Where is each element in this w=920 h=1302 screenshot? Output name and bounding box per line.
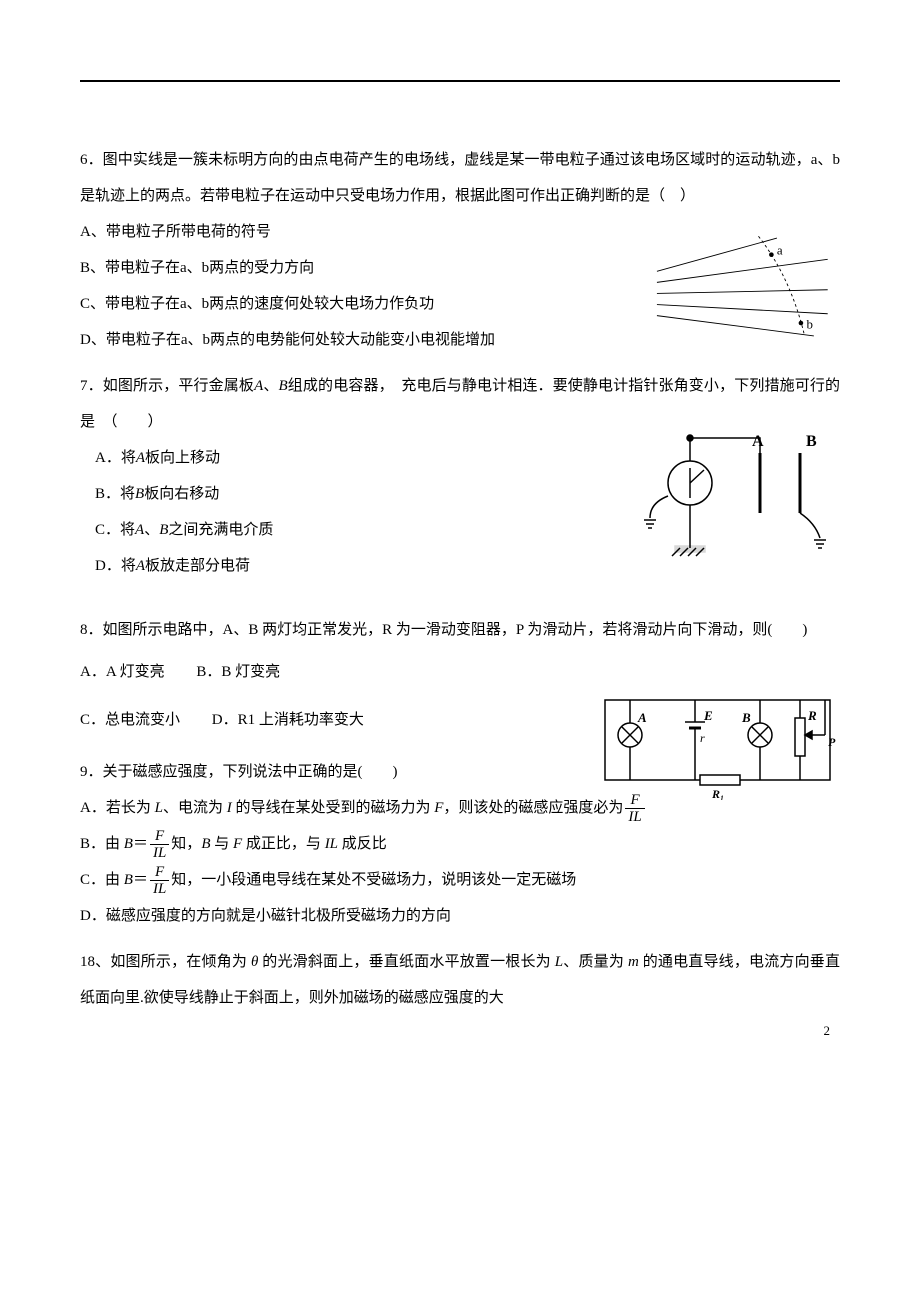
q9c-t1: C．由 bbox=[80, 872, 124, 888]
q9a-t2: 、电流为 bbox=[163, 800, 227, 816]
q9a-t3: 的导线在某处受到的磁场力为 bbox=[232, 800, 435, 816]
q9c-B: B bbox=[124, 872, 133, 888]
page-number: 2 bbox=[824, 1015, 831, 1046]
q9b-t4: 成正比，与 bbox=[242, 836, 325, 852]
q8-stem: 8．如图所示电路中，A、B 两灯均正常发光，R 为一滑动变阻器，P 为滑动片，若… bbox=[80, 612, 840, 648]
question-9: 9．关于磁感应强度，下列说法中正确的是( ) A．若长为 L、电流为 I 的导线… bbox=[80, 754, 840, 934]
q9b-t2: 知， bbox=[171, 836, 201, 852]
q9a-t4: ，则该处的磁感应强度必为 bbox=[443, 800, 623, 816]
q9-stem: 9．关于磁感应强度，下列说法中正确的是( ) bbox=[80, 754, 840, 790]
svg-text:B: B bbox=[741, 710, 751, 725]
q9a-L: L bbox=[155, 800, 163, 816]
q9b-frac: FIL bbox=[150, 828, 169, 862]
frac-den: IL bbox=[150, 881, 169, 898]
q7-stem-t2: 、 bbox=[263, 378, 278, 394]
frac-den: IL bbox=[625, 809, 644, 826]
svg-text:A: A bbox=[752, 433, 764, 450]
q7-sym-a: A bbox=[254, 378, 263, 394]
q18-m: m bbox=[628, 954, 639, 970]
q7c-sym2: B bbox=[159, 522, 168, 538]
q7-figure: A B bbox=[630, 428, 840, 578]
page-content: a b 6．图中实线是一簇未标明方向的由点电荷产生的电场线，虚线是某一带电粒子通… bbox=[80, 142, 840, 1016]
q18-t1: 18、如图所示，在倾角为 bbox=[80, 954, 251, 970]
svg-text:R: R bbox=[807, 708, 817, 723]
q7-sym-b: B bbox=[279, 378, 288, 394]
q8-option-d: D．R1 上消耗功率变大 bbox=[212, 696, 364, 744]
frac-den: IL bbox=[150, 845, 169, 862]
q7a-pre: A．将 bbox=[95, 450, 136, 466]
frac-num: F bbox=[150, 864, 169, 882]
q9c-eq: ＝ bbox=[133, 872, 148, 888]
q7d-pre: D．将 bbox=[95, 558, 136, 574]
q9a-F: F bbox=[434, 800, 443, 816]
q9-option-b: B．由 B＝FIL知，B 与 F 成正比，与 IL 成反比 bbox=[80, 826, 840, 862]
q7b-post: 板向右移动 bbox=[144, 486, 219, 502]
frac-num: F bbox=[625, 792, 644, 810]
q7c-mid: 、 bbox=[144, 522, 159, 538]
q9-option-a: A．若长为 L、电流为 I 的导线在某处受到的磁场力为 F，则该处的磁感应强度必… bbox=[80, 790, 840, 826]
q7c-sym1: A bbox=[135, 522, 144, 538]
question-7: A B 7．如图所示，平行金属板A、B组成的电容器， 充电后与静电计相连．要使静… bbox=[80, 368, 840, 584]
q7-diagram: A B bbox=[630, 428, 840, 578]
svg-text:r: r bbox=[700, 731, 705, 745]
q6-diagram: a b bbox=[640, 227, 840, 347]
q7b-pre: B．将 bbox=[95, 486, 135, 502]
q18-stem: 18、如图所示，在倾角为 θ 的光滑斜面上，垂直纸面水平放置一根长为 L、质量为… bbox=[80, 944, 840, 1016]
q7a-sym: A bbox=[136, 450, 145, 466]
q7d-sym: A bbox=[136, 558, 145, 574]
q7c-post: 之间充满电介质 bbox=[168, 522, 273, 538]
q9b-t1: B．由 bbox=[80, 836, 124, 852]
svg-text:A: A bbox=[637, 710, 647, 725]
frac-num: F bbox=[150, 828, 169, 846]
question-6: a b 6．图中实线是一簇未标明方向的由点电荷产生的电场线，虚线是某一带电粒子通… bbox=[80, 142, 840, 358]
q9b-t5: 成反比 bbox=[338, 836, 387, 852]
q9a-t1: A．若长为 bbox=[80, 800, 155, 816]
q9c-frac: FIL bbox=[150, 864, 169, 898]
q7d-post: 板放走部分电荷 bbox=[145, 558, 250, 574]
page-top-rule bbox=[80, 80, 840, 82]
question-8: A E r B R P R₁ 8．如图所示电路中，A、B 两灯均正常发光，R 为… bbox=[80, 612, 840, 744]
q9-option-d: D．磁感应强度的方向就是小磁针北极所受磁场力的方向 bbox=[80, 898, 840, 934]
q6-figure: a b bbox=[640, 227, 840, 347]
svg-text:P: P bbox=[828, 735, 836, 749]
q18-t2: 的光滑斜面上，垂直纸面水平放置一根长为 bbox=[258, 954, 554, 970]
q9c-t2: 知，一小段通电导线在某处不受磁场力，说明该处一定无磁场 bbox=[171, 872, 576, 888]
q9a-frac: FIL bbox=[625, 792, 644, 826]
svg-text:b: b bbox=[806, 317, 812, 332]
q7-stem-t1: 7．如图所示，平行金属板 bbox=[80, 378, 254, 394]
q9b-IL: IL bbox=[325, 836, 338, 852]
svg-text:B: B bbox=[806, 433, 817, 450]
q7a-post: 板向上移动 bbox=[145, 450, 220, 466]
q6-stem: 6．图中实线是一簇未标明方向的由点电荷产生的电场线，虚线是某一带电粒子通过该电场… bbox=[80, 142, 840, 214]
svg-text:a: a bbox=[777, 243, 783, 258]
q9-option-c: C．由 B＝FIL知，一小段通电导线在某处不受磁场力，说明该处一定无磁场 bbox=[80, 862, 840, 898]
q7b-sym: B bbox=[135, 486, 144, 502]
q7c-pre: C．将 bbox=[95, 522, 135, 538]
q8-option-b: B．B 灯变亮 bbox=[196, 648, 280, 696]
question-18: 18、如图所示，在倾角为 θ 的光滑斜面上，垂直纸面水平放置一根长为 L、质量为… bbox=[80, 944, 840, 1016]
q9b-F: F bbox=[233, 836, 242, 852]
q9b-B: B bbox=[124, 836, 133, 852]
q8-option-a: A．A 灯变亮 bbox=[80, 648, 165, 696]
q18-L: L bbox=[555, 954, 563, 970]
svg-text:E: E bbox=[703, 708, 713, 723]
q9b-t3: 与 bbox=[210, 836, 233, 852]
q8-option-c: C．总电流变小 bbox=[80, 696, 180, 744]
q9b-eq: ＝ bbox=[133, 836, 148, 852]
q18-t3: 、质量为 bbox=[563, 954, 628, 970]
